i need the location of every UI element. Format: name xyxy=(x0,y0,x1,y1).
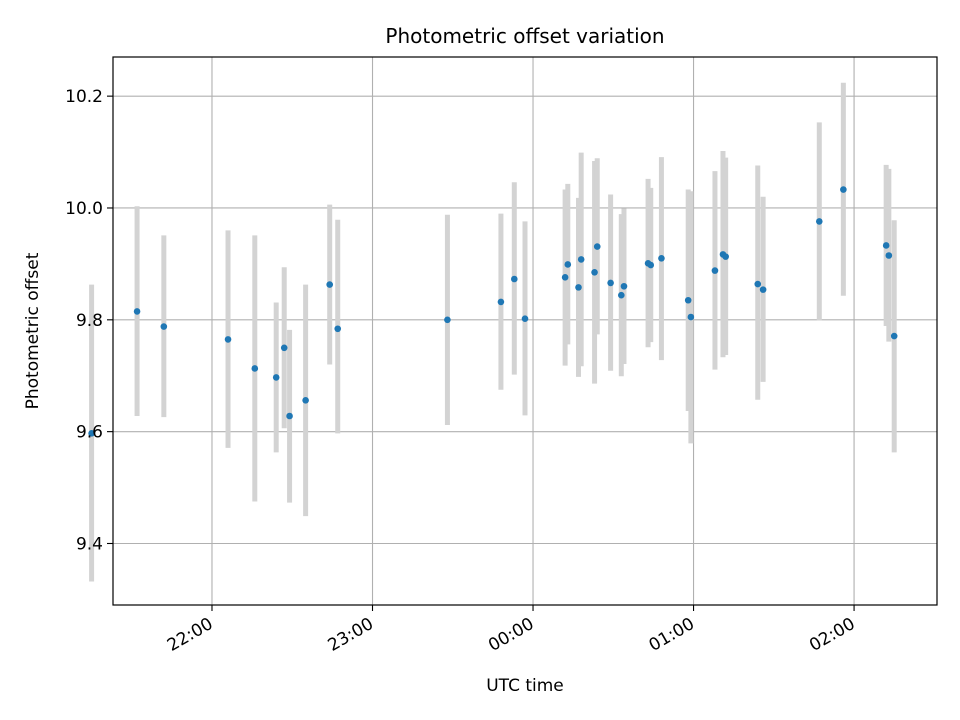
data-point xyxy=(497,298,505,306)
y-tick-label: 9.6 xyxy=(76,423,103,443)
y-tick-label: 10.2 xyxy=(65,87,103,107)
data-point xyxy=(711,267,719,274)
data-point xyxy=(444,316,451,324)
data-point xyxy=(224,336,232,343)
y-tick-label: 9.8 xyxy=(76,311,103,331)
data-point xyxy=(687,313,695,321)
data-point xyxy=(334,325,342,333)
data-point xyxy=(280,344,288,352)
data-point xyxy=(840,186,847,193)
data-point xyxy=(882,242,890,249)
data-point xyxy=(591,268,598,276)
y-tick-label: 9.4 xyxy=(76,534,103,554)
data-point xyxy=(561,274,569,281)
data-point xyxy=(607,279,614,287)
data-point xyxy=(272,374,280,381)
data-point xyxy=(620,282,628,290)
data-point xyxy=(133,308,141,315)
data-point xyxy=(302,397,309,404)
data-point xyxy=(577,256,585,263)
data-point xyxy=(160,323,168,330)
data-point xyxy=(286,412,293,420)
plot-frame xyxy=(112,56,938,606)
data-point xyxy=(722,253,729,260)
data-point xyxy=(618,291,625,299)
data-point xyxy=(510,275,518,283)
grid-lines xyxy=(113,57,937,605)
data-point xyxy=(684,296,692,304)
data-point xyxy=(885,252,893,259)
data-point xyxy=(593,243,601,250)
data-point xyxy=(815,218,823,225)
data-point xyxy=(647,261,655,269)
data-point xyxy=(564,261,572,268)
data-point xyxy=(759,286,767,293)
data-point xyxy=(890,332,898,340)
data-point xyxy=(88,430,95,437)
data-point xyxy=(658,255,665,262)
data-point xyxy=(754,280,762,288)
data-point xyxy=(575,284,582,291)
data-point xyxy=(326,281,334,288)
data-point xyxy=(521,315,529,322)
y-tick-label: 10.0 xyxy=(65,199,103,219)
y-axis-ticks: 9.4 9.6 9.8 10.0 10.2 xyxy=(65,87,113,554)
x-axis-title: UTC time xyxy=(486,676,564,696)
chart-title: Photometric offset variation xyxy=(385,24,664,48)
y-axis-title: Photometric offset xyxy=(23,252,43,409)
data-point xyxy=(251,365,259,372)
data-points xyxy=(88,186,898,437)
